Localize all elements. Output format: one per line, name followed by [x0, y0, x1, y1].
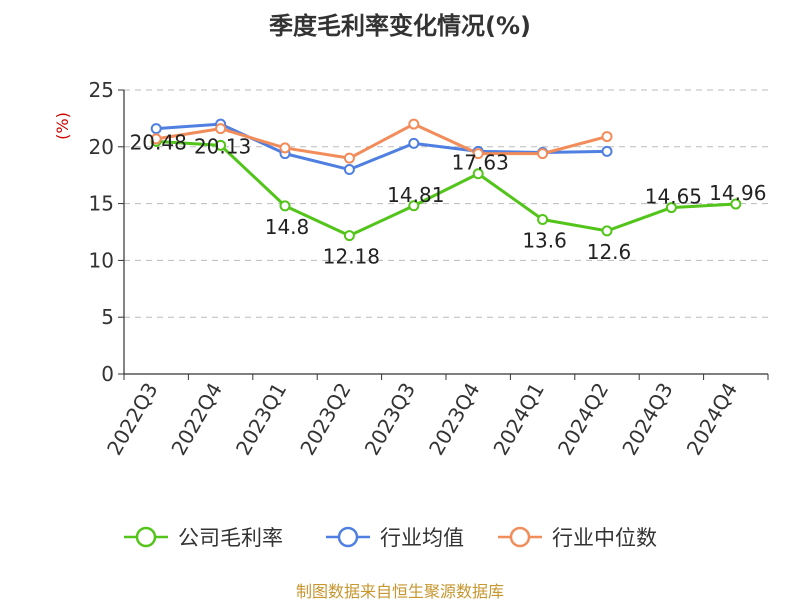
data-label: 17.63	[452, 151, 509, 175]
x-tick-label: 2022Q4	[166, 379, 226, 460]
y-tick-label: 25	[89, 78, 114, 102]
y-tick-label: 20	[89, 135, 114, 159]
data-label: 14.65	[645, 185, 702, 209]
data-point[interactable]	[279, 200, 291, 212]
legend-label: 行业均值	[380, 526, 464, 550]
data-label: 14.8	[265, 215, 310, 239]
data-point[interactable]	[279, 142, 291, 154]
x-tick-label: 2022Q3	[102, 379, 162, 460]
data-point[interactable]	[343, 230, 355, 242]
y-tick-label: 5	[101, 305, 114, 329]
legend-label: 公司毛利率	[178, 526, 283, 550]
data-point[interactable]	[343, 152, 355, 164]
series-line-0	[154, 139, 738, 238]
x-tick-label: 2023Q2	[295, 379, 355, 460]
source-note: 制图数据来自恒生聚源数据库	[295, 582, 504, 601]
x-tick-label: 2024Q1	[488, 379, 548, 460]
data-point[interactable]	[472, 168, 484, 180]
data-point[interactable]	[537, 214, 549, 226]
legend-label: 行业中位数	[552, 526, 657, 550]
data-point[interactable]	[601, 225, 613, 237]
data-label: 12.18	[323, 245, 380, 269]
data-label: 14.81	[387, 183, 444, 207]
y-tick-label: 0	[101, 362, 114, 386]
data-point[interactable]	[472, 148, 484, 160]
y-tick-label: 10	[89, 248, 114, 272]
data-point[interactable]	[408, 200, 420, 212]
data-point[interactable]	[408, 118, 420, 130]
data-label: 20.48	[130, 130, 187, 154]
y-tick-label: 15	[89, 192, 114, 216]
data-point[interactable]	[537, 148, 549, 160]
data-labels: 20.48 20.13 14.8 12.18 14.81 17.63 13.6 12.6 14.…	[130, 130, 767, 268]
legend-marker	[135, 526, 157, 548]
x-tick-label: 2023Q4	[424, 379, 484, 460]
data-label: 13.6	[522, 229, 567, 253]
x-tick-label: 2024Q4	[682, 379, 742, 460]
legend: 公司毛利率 行业均值 行业中位数	[124, 526, 657, 550]
y-axis-label: (%)	[53, 112, 72, 140]
data-point[interactable]	[150, 133, 162, 145]
x-tick-label: 2023Q1	[231, 379, 291, 460]
data-point[interactable]	[601, 145, 613, 157]
data-label: 20.13	[194, 134, 251, 158]
x-tick-label: 2024Q3	[617, 379, 677, 460]
legend-item-2[interactable]: 行业中位数	[498, 526, 657, 550]
data-label: 12.6	[587, 240, 632, 264]
data-label: 14.96	[709, 181, 766, 205]
data-point[interactable]	[601, 131, 613, 143]
legend-item-1[interactable]: 行业均值	[326, 526, 464, 550]
legend-marker	[509, 526, 531, 548]
data-point[interactable]	[215, 139, 227, 151]
data-point[interactable]	[150, 123, 162, 135]
data-point[interactable]	[408, 137, 420, 149]
legend-item-0[interactable]: 公司毛利率	[124, 526, 283, 550]
legend-marker	[337, 526, 359, 548]
series-line-2	[154, 122, 609, 160]
data-point[interactable]	[665, 202, 677, 214]
data-point[interactable]	[730, 198, 742, 210]
data-point[interactable]	[215, 123, 227, 135]
x-tick-label: 2023Q3	[360, 379, 420, 460]
data-point[interactable]	[343, 164, 355, 176]
chart-title: 季度毛利率变化情况(%)	[269, 12, 531, 40]
x-tick-label: 2024Q2	[553, 379, 613, 460]
series-lines	[150, 118, 742, 242]
